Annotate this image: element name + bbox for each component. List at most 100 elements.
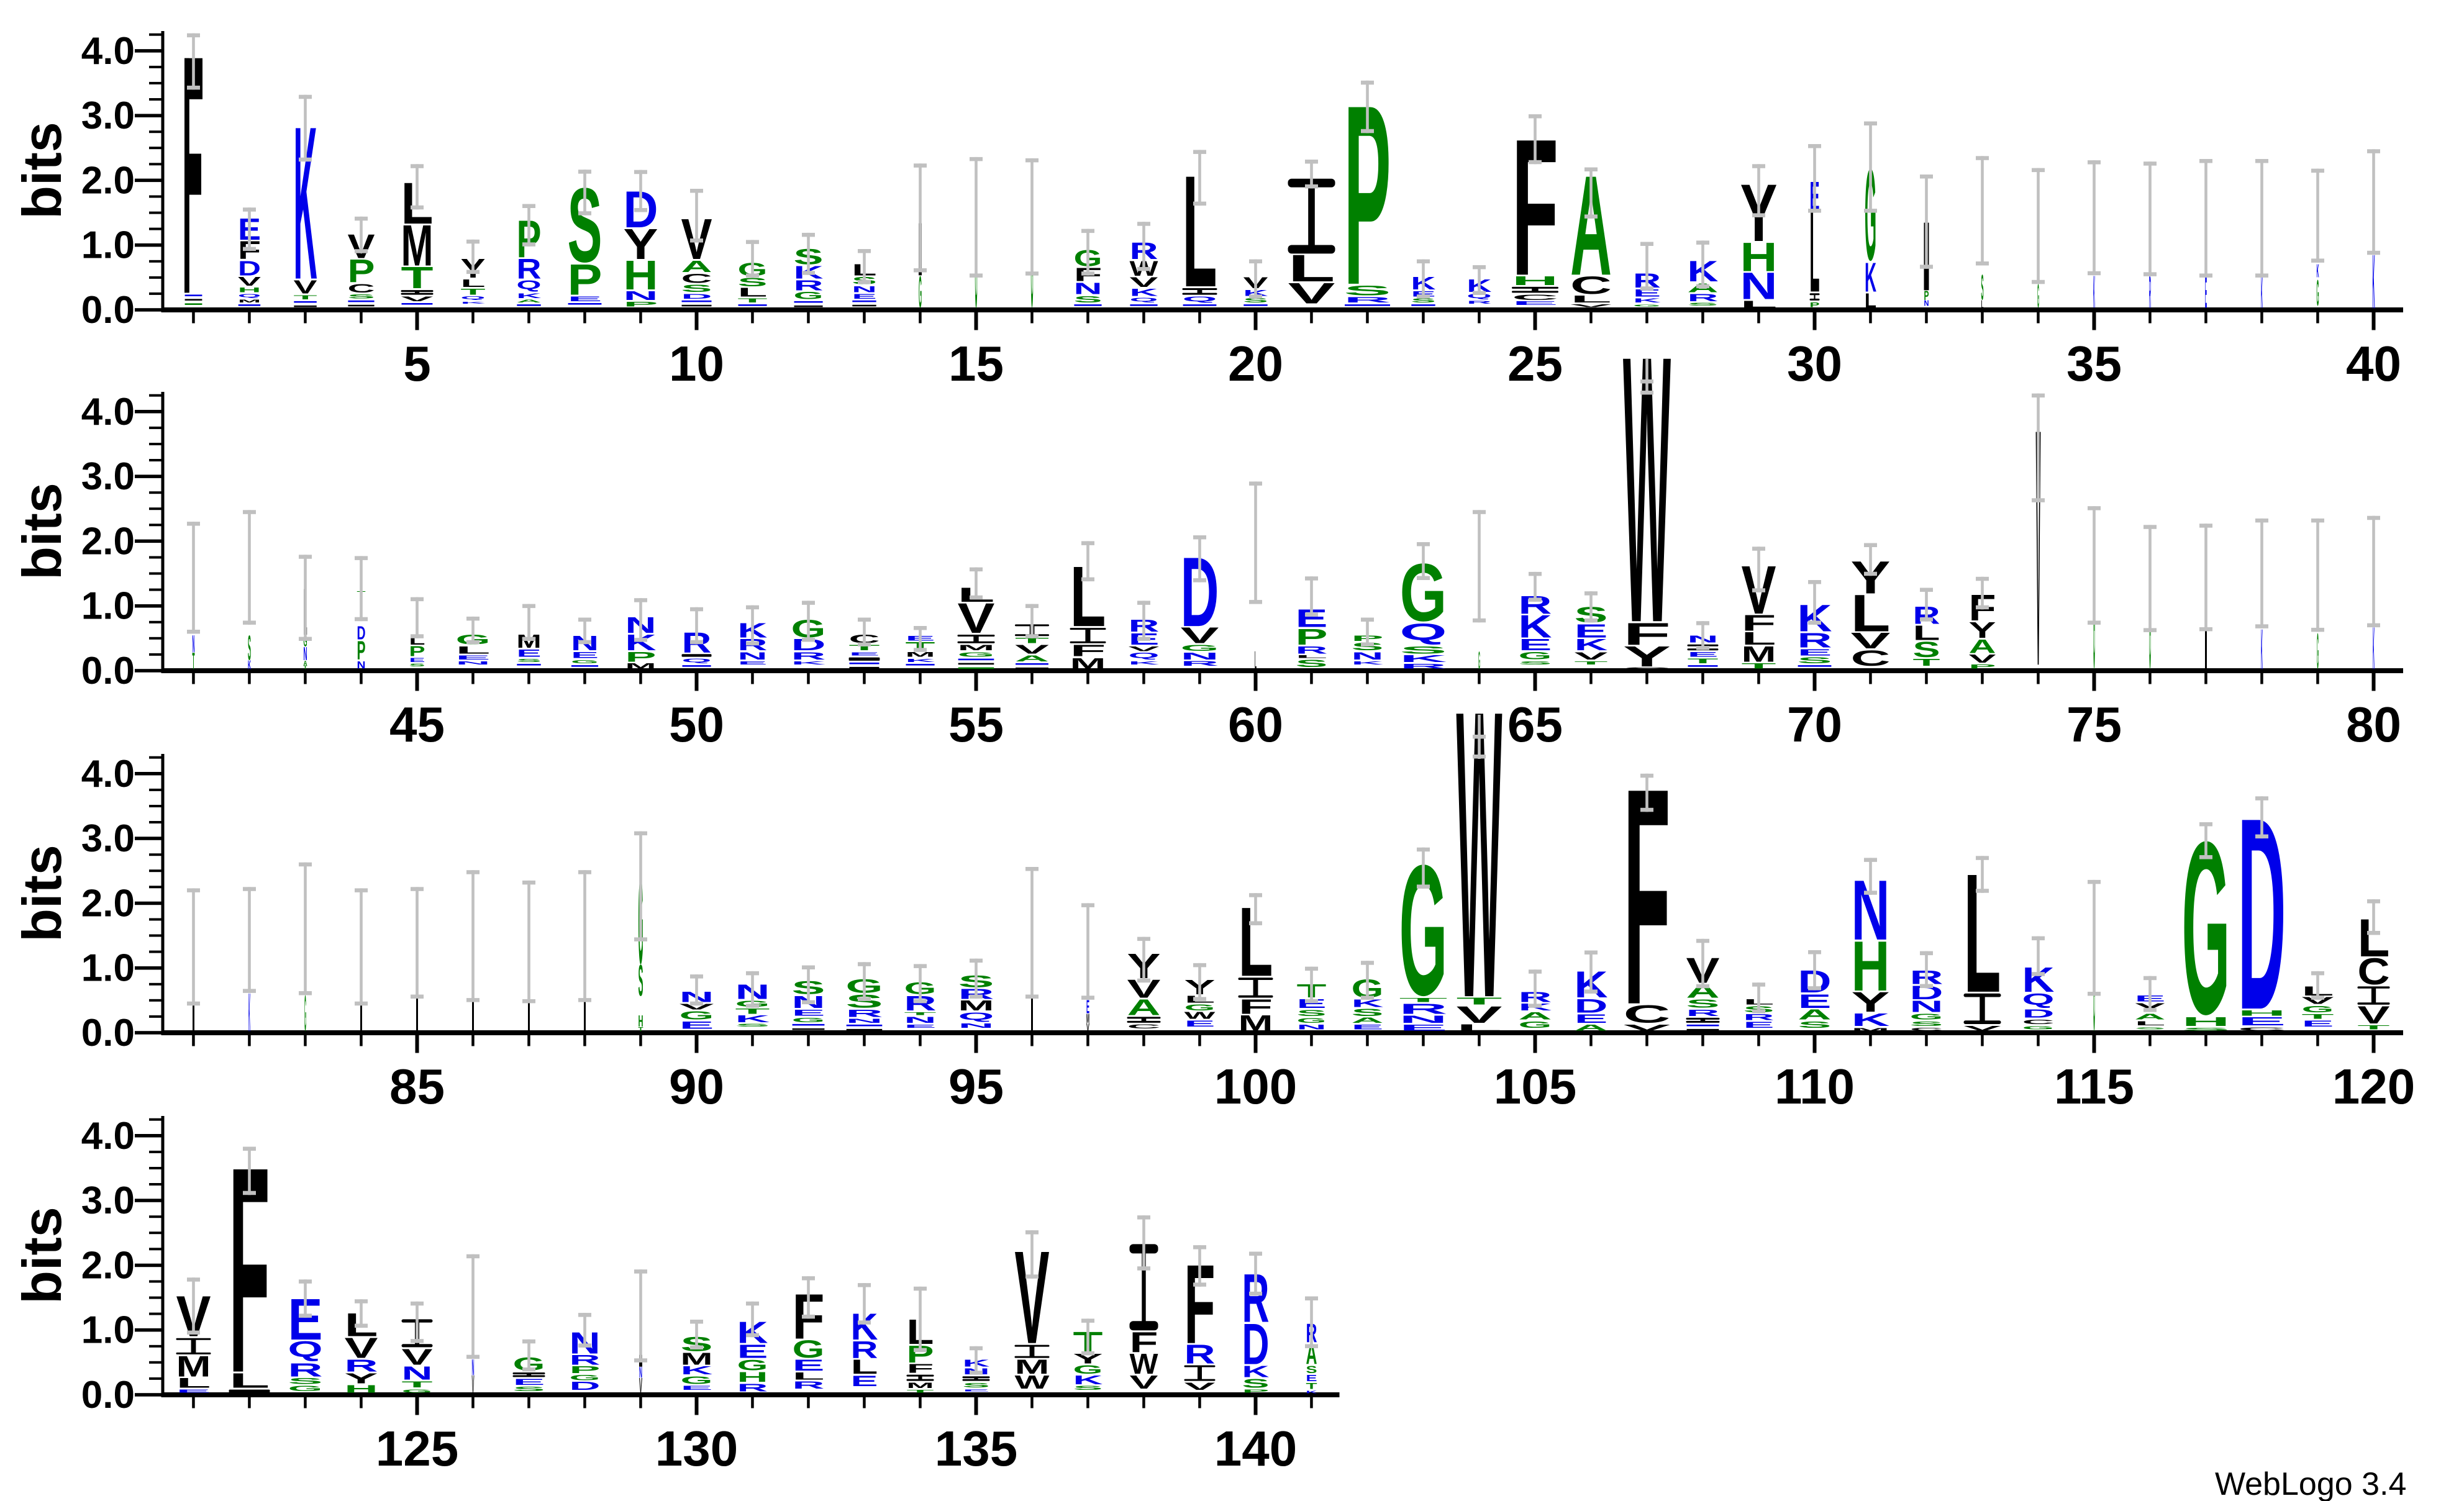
svg-text:2.0: 2.0 xyxy=(81,520,135,563)
svg-text:A: A xyxy=(681,258,712,276)
svg-text:N: N xyxy=(357,660,366,671)
svg-text:Y: Y xyxy=(1852,986,1890,1018)
svg-text:N: N xyxy=(472,1354,475,1381)
svg-text:C: C xyxy=(2022,1018,2055,1025)
svg-text:V: V xyxy=(1288,277,1335,309)
svg-text:E: E xyxy=(409,657,425,663)
svg-text:45: 45 xyxy=(389,697,445,752)
svg-text:V: V xyxy=(1969,653,1996,665)
svg-text:T: T xyxy=(2358,1024,2390,1030)
svg-text:G: G xyxy=(2037,278,2039,315)
svg-text:E: E xyxy=(1399,1023,1448,1032)
svg-text:L: L xyxy=(738,286,768,299)
svg-text:E: E xyxy=(1575,620,1608,642)
svg-text:K: K xyxy=(1073,1373,1103,1387)
svg-text:R: R xyxy=(794,277,824,293)
svg-text:125: 125 xyxy=(376,1421,458,1476)
svg-text:R: R xyxy=(1798,628,1832,652)
svg-text:E: E xyxy=(680,1019,714,1031)
svg-text:R: R xyxy=(2149,266,2151,317)
svg-text:0.0: 0.0 xyxy=(81,289,135,332)
svg-text:85: 85 xyxy=(389,1059,445,1114)
svg-text:E: E xyxy=(1086,996,1089,1017)
svg-text:H: H xyxy=(624,252,658,299)
svg-text:Q: Q xyxy=(238,293,261,298)
svg-text:R: R xyxy=(1296,645,1328,656)
svg-text:N: N xyxy=(304,643,307,664)
svg-text:R: R xyxy=(846,1007,883,1019)
svg-text:A: A xyxy=(1519,1010,1552,1022)
svg-text:K: K xyxy=(1575,636,1608,654)
svg-text:K: K xyxy=(681,1364,713,1377)
svg-text:Q: Q xyxy=(461,296,486,300)
svg-text:M: M xyxy=(625,662,657,670)
svg-text:C: C xyxy=(2358,951,2390,992)
svg-text:F: F xyxy=(1623,617,1671,651)
svg-text:R: R xyxy=(517,253,542,284)
svg-text:G: G xyxy=(1910,1012,1943,1021)
svg-text:25: 25 xyxy=(1507,336,1563,391)
svg-text:P: P xyxy=(568,256,602,304)
svg-text:T: T xyxy=(907,1389,934,1394)
svg-text:3.0: 3.0 xyxy=(81,94,135,137)
svg-text:K: K xyxy=(2317,260,2319,282)
svg-text:F: F xyxy=(1239,995,1273,1018)
svg-text:G: G xyxy=(958,651,995,658)
svg-text:A: A xyxy=(1798,1007,1832,1023)
svg-text:V: V xyxy=(1624,1023,1671,1032)
svg-text:K: K xyxy=(2261,617,2263,681)
svg-text:C: C xyxy=(1910,1027,1943,1032)
svg-text:V: V xyxy=(2302,995,2335,1006)
svg-text:H: H xyxy=(2238,1009,2286,1017)
svg-text:M: M xyxy=(681,1349,713,1369)
svg-text:E: E xyxy=(1352,1023,1384,1031)
svg-text:S: S xyxy=(738,276,768,289)
svg-text:G: G xyxy=(737,1357,768,1374)
svg-text:A: A xyxy=(1352,1016,1384,1024)
svg-text:L: L xyxy=(1742,629,1776,648)
svg-text:V: V xyxy=(1184,1381,1216,1392)
svg-text:V: V xyxy=(1570,304,1612,308)
svg-text:K: K xyxy=(1306,1390,1317,1394)
svg-text:Q: Q xyxy=(1183,295,1217,302)
svg-text:L: L xyxy=(851,1355,878,1378)
svg-text:D: D xyxy=(1575,995,1608,1017)
svg-text:L: L xyxy=(1296,655,1328,659)
svg-text:P: P xyxy=(1296,624,1328,650)
svg-text:N: N xyxy=(958,1022,994,1029)
svg-text:R: R xyxy=(1184,1340,1216,1369)
svg-text:D: D xyxy=(1242,1311,1270,1377)
svg-text:T: T xyxy=(1913,657,1940,668)
svg-text:S: S xyxy=(1686,997,1720,1010)
svg-text:E: E xyxy=(737,1341,768,1362)
svg-text:C: C xyxy=(1624,1000,1671,1028)
svg-text:M: M xyxy=(1015,1356,1050,1379)
svg-text:0.0: 0.0 xyxy=(81,650,135,692)
svg-text:15: 15 xyxy=(948,336,1004,391)
svg-text:R: R xyxy=(1467,301,1492,305)
svg-text:V: V xyxy=(238,274,261,288)
svg-text:G: G xyxy=(1865,142,1876,288)
svg-text:G: G xyxy=(794,290,824,302)
svg-text:S: S xyxy=(1243,297,1268,304)
svg-text:R: R xyxy=(1344,296,1391,304)
svg-text:M: M xyxy=(958,997,994,1014)
svg-text:A: A xyxy=(1969,636,1996,658)
svg-text:V: V xyxy=(1851,628,1891,653)
svg-text:W: W xyxy=(1015,1371,1050,1392)
svg-text:Q: Q xyxy=(958,1010,994,1022)
svg-text:N: N xyxy=(852,284,877,294)
svg-text:P: P xyxy=(1924,288,1929,303)
svg-text:V: V xyxy=(1129,645,1160,653)
svg-text:Q: Q xyxy=(517,278,542,292)
svg-text:4.0: 4.0 xyxy=(81,753,135,796)
svg-text:Q: Q xyxy=(1130,297,1158,302)
svg-text:N: N xyxy=(1181,651,1219,661)
svg-text:K: K xyxy=(1129,660,1160,666)
svg-text:E: E xyxy=(2302,1019,2334,1029)
svg-text:4.0: 4.0 xyxy=(81,30,135,73)
svg-text:E: E xyxy=(517,648,542,660)
svg-text:V: V xyxy=(1130,274,1158,290)
svg-text:L: L xyxy=(1810,188,1820,317)
svg-text:L: L xyxy=(793,1370,825,1382)
